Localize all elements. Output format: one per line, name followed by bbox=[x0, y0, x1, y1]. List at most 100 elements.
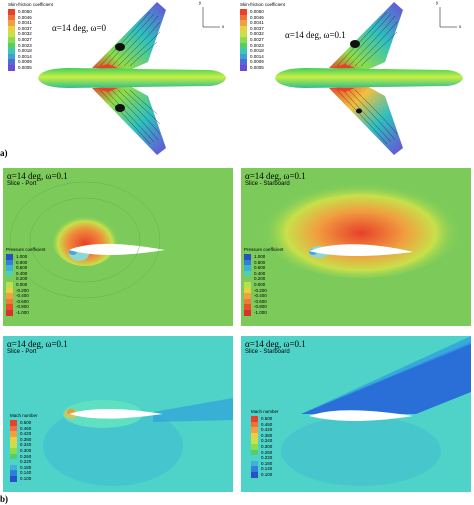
mach-legend-value: 0.100 bbox=[261, 471, 273, 477]
mach-legend-swatch bbox=[10, 464, 17, 471]
skin-friction-legend-swatch bbox=[240, 48, 247, 54]
skin-friction-legend-swatch bbox=[240, 14, 247, 21]
mach-legend-entry: 0.500 bbox=[10, 420, 31, 426]
pressure-legend-swatch bbox=[244, 265, 251, 271]
mach-legend-entry: 0.100 bbox=[251, 471, 273, 478]
mach-legend-value: 0.220 bbox=[261, 455, 273, 461]
skin-friction-legend-swatch bbox=[8, 64, 15, 71]
pressure-legend-value: -0.200 bbox=[16, 287, 29, 293]
mach-legend-entry: 0.260 bbox=[251, 449, 273, 456]
pressure-legend-value: 0.000 bbox=[254, 281, 266, 287]
mach-legend-entry: 0.380 bbox=[10, 436, 31, 443]
pressure-legend-entry: -0.800 bbox=[6, 304, 29, 310]
skin-friction-legend-entry: 0.0046 bbox=[8, 14, 32, 21]
mach-legend-entry: 0.180 bbox=[251, 460, 272, 467]
pressure-legend-value: 0.800 bbox=[254, 259, 266, 265]
pressure-legend-value: 1.000 bbox=[16, 254, 28, 259]
pressure-legend-swatch bbox=[6, 270, 13, 277]
skin-friction-legend-entry: 0.0041 bbox=[8, 20, 32, 26]
skin-friction-legend-entry: 0.0046 bbox=[240, 14, 264, 21]
legend-skin-friction-left: 0.0050 0.0046 0.0041 0.0037 0.0032 0.0027 0.00… bbox=[8, 9, 32, 71]
skin-friction-legend-value: 0.0037 bbox=[250, 25, 264, 31]
skin-friction-legend-value: 0.0041 bbox=[18, 20, 32, 26]
skin-friction-legend-value: 0.0014 bbox=[18, 53, 32, 59]
mach-legend-entry: 0.140 bbox=[251, 466, 272, 472]
mach-legend-swatch bbox=[10, 442, 17, 448]
skin-friction-legend-entry: 0.0018 bbox=[240, 48, 264, 54]
pressure-legend-entry: 1.000 bbox=[244, 254, 267, 260]
mach-legend-entry: 0.220 bbox=[251, 455, 272, 461]
mach-legend-swatch bbox=[251, 443, 258, 450]
mach-legend-swatch bbox=[10, 453, 17, 460]
mach-legend-swatch bbox=[251, 416, 258, 422]
mach-legend-value: 0.300 bbox=[261, 443, 273, 449]
pressure-legend-entry: 0.000 bbox=[244, 281, 267, 288]
skin-friction-legend-swatch bbox=[8, 20, 15, 26]
skin-friction-legend-entry: 0.0009 bbox=[240, 59, 264, 65]
skin-friction-legend-entry: 0.0009 bbox=[8, 59, 32, 65]
pressure-legend-title-port: Pressure coefficient bbox=[6, 247, 46, 252]
skin-friction-legend-entry: 0.0018 bbox=[8, 48, 32, 54]
pressure-legend-value: -1.000 bbox=[16, 309, 29, 315]
mach-legend-swatch bbox=[10, 420, 17, 426]
pressure-legend-value: 0.400 bbox=[16, 270, 28, 276]
pressure-legend-swatch bbox=[6, 276, 13, 282]
skin-friction-legend-entry: 0.0050 bbox=[8, 9, 32, 15]
skin-friction-legend-value: 0.0032 bbox=[250, 31, 264, 37]
mach-legend-entry: 0.300 bbox=[251, 443, 273, 450]
skin-friction-legend-swatch bbox=[240, 36, 247, 43]
pressure-legend-swatch bbox=[244, 287, 251, 294]
pressure-legend-swatch bbox=[6, 304, 13, 310]
pressure-legend-value: 0.600 bbox=[254, 265, 266, 271]
panel-1-slice-label: Slice - Port bbox=[7, 181, 37, 187]
mach-legend-entry: 0.180 bbox=[10, 464, 31, 471]
mach-legend-entry: 0.260 bbox=[10, 453, 31, 460]
skin-friction-legend-entry: 0.0014 bbox=[8, 53, 32, 60]
mach-legend-title-starboard: Mach number bbox=[251, 409, 279, 414]
panel-2-slice-label: Slice - Starboard bbox=[245, 181, 290, 187]
skin-friction-legend-entry: 0.0032 bbox=[8, 31, 32, 37]
pressure-legend-entry: 0.600 bbox=[244, 265, 267, 271]
pressure-legend-swatch bbox=[244, 259, 251, 266]
skin-friction-legend-swatch bbox=[240, 25, 247, 32]
pressure-legend-swatch bbox=[244, 281, 251, 288]
skin-friction-legend-entry: 0.0023 bbox=[240, 42, 264, 49]
legend-title-left: Skin-friction coefficient bbox=[8, 2, 53, 7]
skin-friction-legend-entry: 0.0014 bbox=[240, 53, 264, 60]
mach-legend-entry: 0.100 bbox=[10, 475, 32, 482]
skin-friction-legend-entry: 0.0027 bbox=[240, 36, 264, 43]
skin-friction-legend-swatch bbox=[8, 25, 15, 32]
skin-friction-legend-swatch bbox=[8, 36, 15, 43]
panel-pressure-port: α=14 deg, ω=0.1 Slice - Port Pressure co… bbox=[3, 168, 233, 326]
pressure-legend-swatch bbox=[244, 309, 251, 316]
pressure-field-starboard bbox=[261, 178, 461, 278]
legend-title-right: Skin-friction coefficient bbox=[240, 2, 285, 7]
panel-mach-starboard: α=14 deg, ω=0.1 Slice - Starboard Mach n… bbox=[241, 336, 471, 492]
mach-legend-value: 0.260 bbox=[261, 449, 273, 455]
skin-friction-legend-swatch bbox=[8, 14, 15, 21]
mach-legend-swatch bbox=[251, 460, 258, 467]
pressure-legend-entry: -0.600 bbox=[244, 298, 267, 305]
mach-legend-entry: 0.420 bbox=[10, 431, 31, 437]
mach-legend-value: 0.420 bbox=[261, 427, 273, 433]
skin-friction-legend-value: 0.0009 bbox=[250, 59, 264, 65]
mach-legend-value: 0.500 bbox=[261, 416, 273, 421]
skin-friction-legend-entry: 0.0041 bbox=[240, 20, 264, 26]
mach-legend-swatch bbox=[10, 459, 17, 465]
pressure-legend-entry: 1.000 bbox=[6, 254, 29, 260]
mach-legend-value: 0.340 bbox=[261, 438, 273, 444]
pressure-legend-entry: -1.000 bbox=[244, 309, 267, 316]
figure-label-a: a) bbox=[0, 148, 8, 158]
pressure-field-port bbox=[9, 181, 165, 299]
pressure-legend-swatch bbox=[244, 293, 251, 299]
panel-pressure-starboard: α=14 deg, ω=0.1 Slice - Starboard Pressu… bbox=[241, 168, 471, 326]
pressure-legend-swatch bbox=[6, 259, 13, 266]
skin-friction-legend-value: 0.0027 bbox=[18, 36, 32, 42]
skin-friction-legend-swatch bbox=[240, 53, 247, 60]
mach-legend-value: 0.380 bbox=[261, 432, 273, 438]
mach-legend-value: 0.100 bbox=[20, 475, 32, 481]
mach-legend-value: 0.140 bbox=[261, 466, 273, 472]
pressure-legend-entry: -0.800 bbox=[244, 304, 267, 310]
pressure-legend-entry: -0.200 bbox=[6, 287, 29, 294]
pressure-legend-value: 0.400 bbox=[254, 270, 266, 276]
